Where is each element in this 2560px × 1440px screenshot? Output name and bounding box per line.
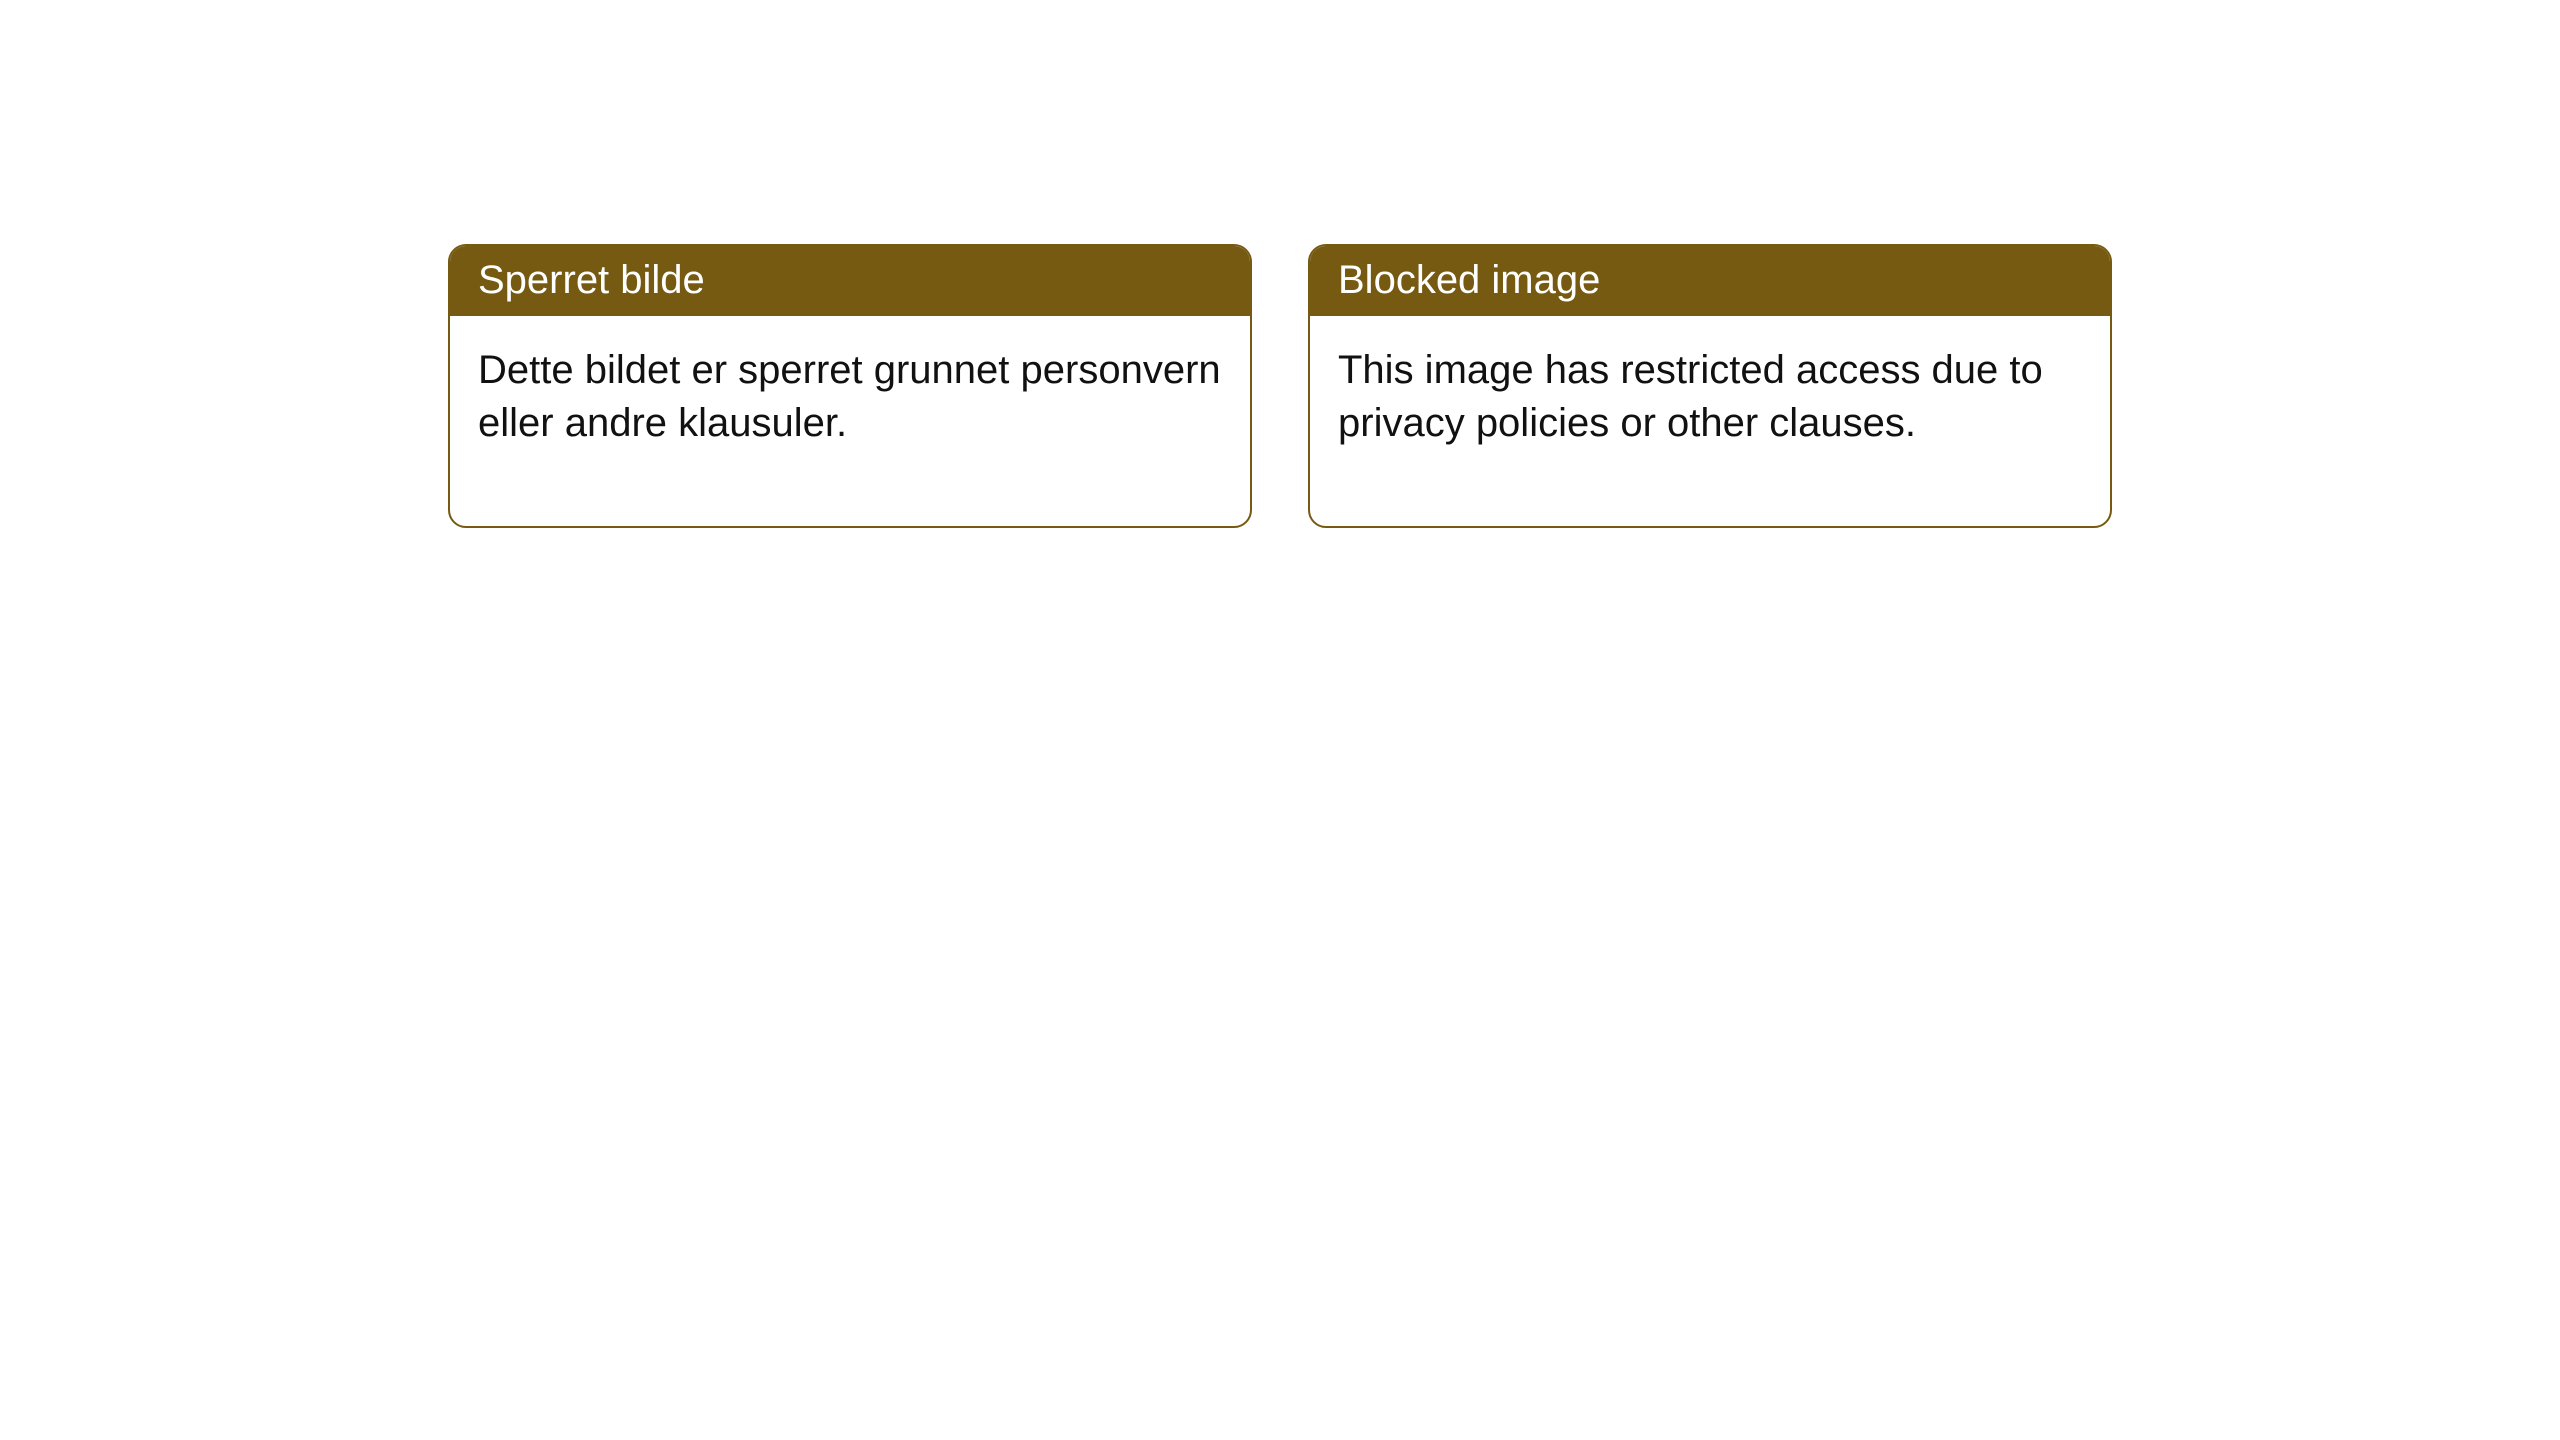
notice-header-no: Sperret bilde (450, 246, 1250, 316)
notice-body-no: Dette bildet er sperret grunnet personve… (450, 316, 1250, 526)
notice-card-en: Blocked image This image has restricted … (1308, 244, 2112, 528)
notice-header-en: Blocked image (1310, 246, 2110, 316)
notice-body-en: This image has restricted access due to … (1310, 316, 2110, 526)
notice-card-no: Sperret bilde Dette bildet er sperret gr… (448, 244, 1252, 528)
notice-container: Sperret bilde Dette bildet er sperret gr… (0, 0, 2560, 528)
